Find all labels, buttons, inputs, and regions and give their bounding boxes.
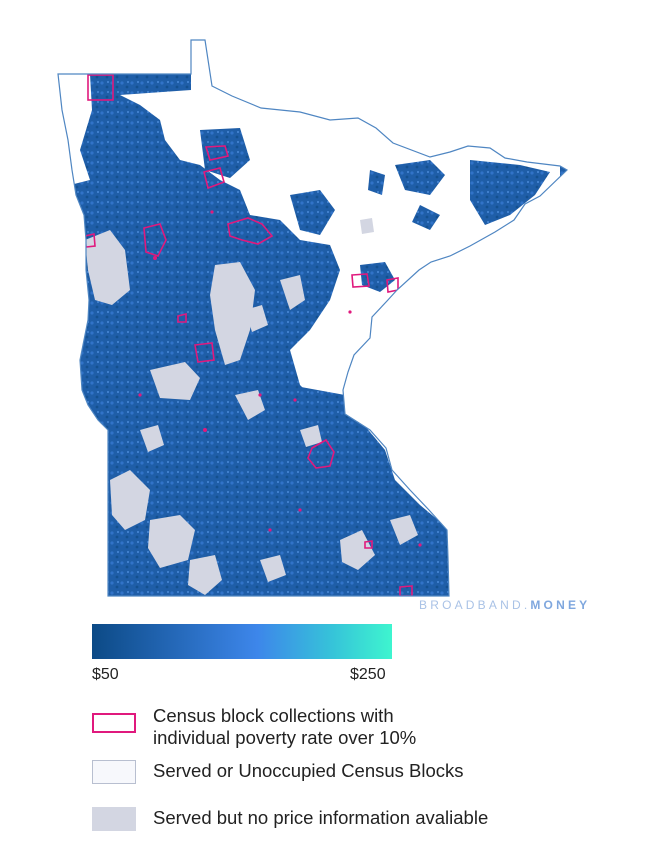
- state-map: [57, 39, 568, 597]
- legend-label-no-price: Served but no price information avaliabl…: [153, 807, 489, 828]
- poverty-dots: [138, 210, 422, 547]
- legend-item-poverty: Census block collections with individual…: [92, 705, 416, 749]
- gradient-max-label: $250: [350, 666, 386, 683]
- legend-label-served: Served or Unoccupied Census Blocks: [153, 760, 464, 781]
- broadband-money-watermark: BROADBAND.MONEY: [419, 598, 591, 612]
- legend-item-no-price: Served but no price information avaliabl…: [92, 807, 488, 831]
- legend-label-poverty: Census block collections with individual…: [153, 705, 417, 748]
- legend-item-served: Served or Unoccupied Census Blocks: [92, 760, 464, 784]
- state-border: [57, 39, 568, 597]
- price-gradient-bar: [92, 624, 392, 659]
- no-price-swatch: [92, 807, 136, 831]
- gradient-min-label: $50: [92, 666, 119, 683]
- poverty-outline-swatch: [92, 713, 136, 733]
- no-price-areas: [85, 218, 418, 595]
- served-swatch: [92, 760, 136, 784]
